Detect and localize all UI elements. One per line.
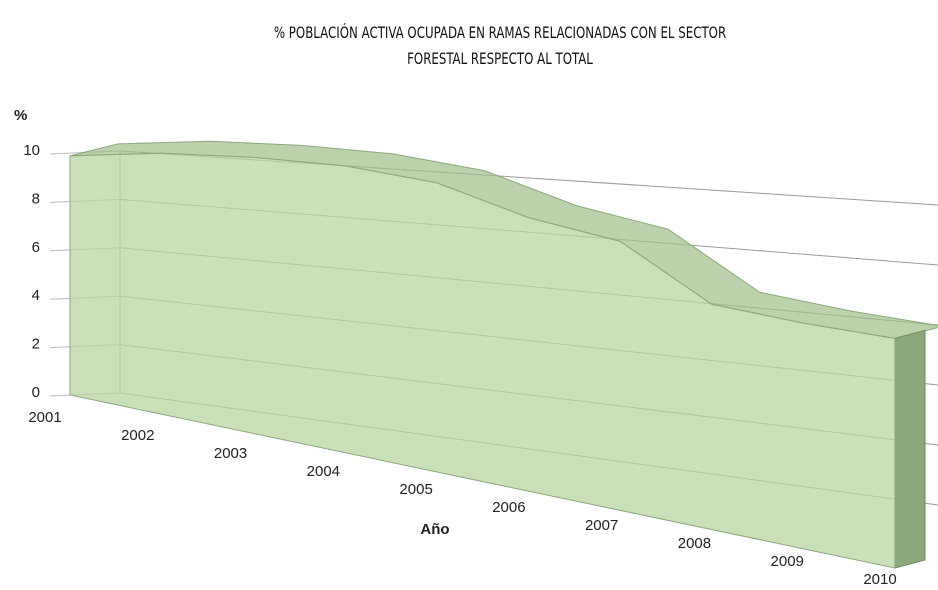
x-axis-label: Año [420, 521, 449, 538]
x-tick-label: 2009 [771, 553, 804, 570]
x-tick-label: 2007 [585, 517, 618, 534]
area [69, 152, 896, 569]
y-tick-label: 10 [23, 142, 40, 159]
y-tick-label: 0 [32, 384, 40, 401]
y-tick-label: 8 [32, 190, 40, 207]
chart-title: % POBLACIÓN ACTIVA OCUPADA EN RAMAS RELA… [273, 23, 727, 68]
x-tick-label: 2001 [28, 409, 61, 426]
y-tick-label: 2 [32, 336, 40, 353]
x-tick-label: 2006 [492, 499, 525, 516]
y-axis-label: % [14, 107, 27, 124]
y-tick-label: 6 [32, 239, 40, 256]
y-tick-label: 4 [32, 287, 40, 304]
x-tick-label: 2003 [214, 445, 247, 462]
x-tick-label: 2008 [678, 535, 711, 552]
x-tick-label: 2002 [121, 427, 154, 444]
x-tick-label: 2005 [399, 481, 432, 498]
x-tick-label: 2010 [863, 571, 896, 588]
area-side [894, 329, 926, 569]
x-tick-label: 2004 [307, 463, 340, 480]
